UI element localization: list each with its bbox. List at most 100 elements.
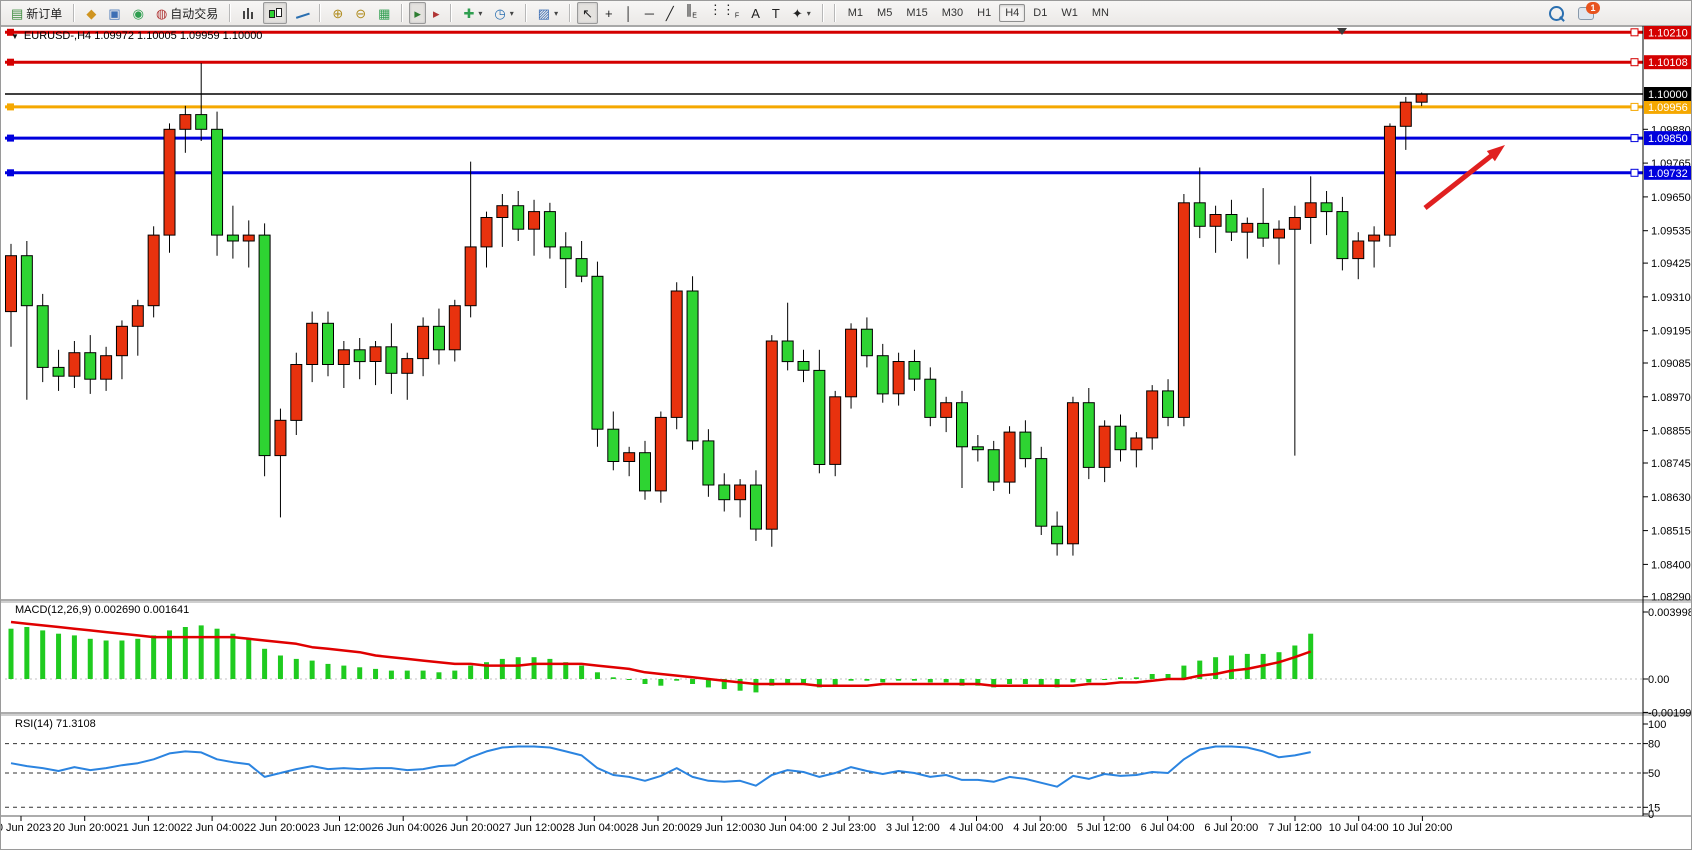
zoom-out-button[interactable]: ⊖ <box>350 2 371 24</box>
auto-scroll-button[interactable]: ▸ <box>409 2 426 24</box>
dropdown-caret-icon[interactable]: ▾ <box>554 8 559 18</box>
indicators-button[interactable]: ✚ ▾ <box>458 2 487 24</box>
timeframe-h4-button[interactable]: H4 <box>999 4 1026 22</box>
line-chart-icon <box>292 1 311 19</box>
macd-histogram-bar <box>642 679 648 684</box>
vertical-line-button[interactable]: │ <box>620 2 638 24</box>
timeframe-h1-button[interactable]: H1 <box>977 7 992 19</box>
macd-histogram-bar <box>214 628 220 679</box>
candle-body <box>1273 228 1285 239</box>
candle-body <box>1383 125 1396 236</box>
dropdown-caret-icon[interactable]: ▾ <box>509 8 514 18</box>
candle-body <box>543 211 556 248</box>
price-tick-label: 1.09650 <box>1651 192 1691 204</box>
bar-chart-button[interactable] <box>237 2 261 24</box>
price-tick-label: 1.08290 <box>1651 592 1691 604</box>
chat-icon[interactable]: 1 <box>1578 1 1600 20</box>
tile-windows-button[interactable]: ▦ <box>373 2 395 24</box>
macd-indicator-label: MACD(12,26,9) 0.002690 0.001641 <box>15 604 190 616</box>
rsi-tick-label: 0 <box>1648 809 1654 821</box>
arrows-button[interactable]: ✦ ▾ <box>787 2 816 24</box>
market-watch-button[interactable]: ▣ <box>103 2 125 24</box>
line-handle[interactable] <box>7 103 14 111</box>
line-handle[interactable] <box>7 28 14 36</box>
macd-histogram-bar <box>1165 674 1171 679</box>
zoom-in-button[interactable]: ⊕ <box>327 2 348 24</box>
time-tick-label: 26 Jun 04:00 <box>371 822 435 834</box>
line-handle[interactable] <box>1630 102 1639 111</box>
macd-signal-line <box>10 620 1312 687</box>
periods-button[interactable]: ◷ ▾ <box>489 2 518 24</box>
horizontal-lines[interactable] <box>5 28 1643 177</box>
candle-body <box>718 484 731 501</box>
fibonacci-button[interactable]: ⋮⋮F <box>704 2 744 24</box>
price-scale[interactable]: 1.098801.097651.096501.095351.094251.093… <box>1642 25 1692 816</box>
macd-histogram-bar <box>135 638 141 679</box>
current-price-tag <box>1644 87 1691 101</box>
line-handle[interactable] <box>1630 134 1639 143</box>
candle-body <box>940 402 953 418</box>
candle-body <box>100 355 113 380</box>
rsi-pane: 100 80 50 150 <box>5 719 1666 821</box>
candle-body <box>1399 101 1412 127</box>
templates-button[interactable]: ▨ ▾ <box>533 2 563 24</box>
chart-shift-button[interactable]: ▸ <box>428 2 445 24</box>
search-icon[interactable] <box>1549 5 1564 21</box>
macd-histogram-bar <box>262 648 268 679</box>
candle-body <box>749 484 762 530</box>
candle-body <box>5 255 17 313</box>
candlestick-chart-button[interactable] <box>263 2 288 24</box>
candle-body <box>290 364 303 421</box>
deposit-button[interactable]: ◆ <box>81 2 101 24</box>
toolbar-separator <box>73 4 76 22</box>
symbol-dropdown-icon[interactable]: ▼ <box>11 31 19 41</box>
arrow-annotation[interactable] <box>1423 145 1505 210</box>
cursor-button[interactable]: ↖ <box>577 2 598 24</box>
dropdown-caret-icon[interactable]: ▾ <box>478 8 483 18</box>
macd-histogram-bar <box>468 665 474 679</box>
chart-shift-marker-icon[interactable] <box>1337 28 1347 35</box>
dropdown-caret-icon[interactable]: ▾ <box>806 8 811 18</box>
price-tag <box>1644 55 1691 70</box>
timeframe-mn-button[interactable]: MN <box>1091 7 1109 19</box>
line-handle[interactable] <box>7 58 14 66</box>
time-tick-label: 20 Jun 2023 <box>1 822 51 834</box>
time-tick-label: 22 Jun 04:00 <box>180 822 244 834</box>
line-chart-button[interactable] <box>289 1 313 24</box>
timeframe-m5-button[interactable]: M5 <box>877 7 893 19</box>
timeframe-d1-button[interactable]: D1 <box>1033 7 1048 19</box>
macd-histogram-bar <box>499 658 505 679</box>
time-tick-label: 29 Jun 12:00 <box>690 822 754 834</box>
crosshair-button[interactable]: + <box>600 2 618 24</box>
timeframe-m1-button[interactable]: M1 <box>847 7 864 19</box>
line-handle[interactable] <box>7 169 14 177</box>
line-handle[interactable] <box>7 134 14 142</box>
candle-body <box>971 446 984 451</box>
trendline-button[interactable]: ╱ <box>661 2 679 24</box>
new-order-button[interactable]: ▤ 新订单 <box>6 2 67 24</box>
macd-histogram-bar <box>1213 657 1219 679</box>
line-handle[interactable] <box>1630 168 1639 177</box>
candle-body <box>385 346 398 374</box>
signals-button[interactable]: ◉ <box>128 2 149 24</box>
candle-body <box>591 275 604 430</box>
candle-body <box>131 305 144 327</box>
candle-body <box>575 258 588 277</box>
line-handle[interactable] <box>1630 58 1639 67</box>
timeframe-m30-button[interactable]: M30 <box>941 7 964 19</box>
timeframe-w1-button[interactable]: W1 <box>1061 7 1078 19</box>
auto-trading-button[interactable]: ◍ 自动交易 <box>151 2 223 24</box>
line-handle[interactable] <box>1630 28 1639 37</box>
zoom-out-icon: ⊖ <box>355 5 367 21</box>
candle-body <box>147 234 160 307</box>
timeframe-m15-button[interactable]: M15 <box>906 7 928 19</box>
text-label-button[interactable]: T <box>767 2 785 24</box>
text-button[interactable]: A <box>746 2 765 24</box>
horizontal-line-button[interactable]: ─ <box>640 2 659 24</box>
channel-button[interactable]: ∥E <box>681 2 702 24</box>
candle-body <box>1082 402 1095 468</box>
cursor-icon: ↖ <box>582 5 593 21</box>
price-tag-label: 1.09850 <box>1648 133 1688 145</box>
